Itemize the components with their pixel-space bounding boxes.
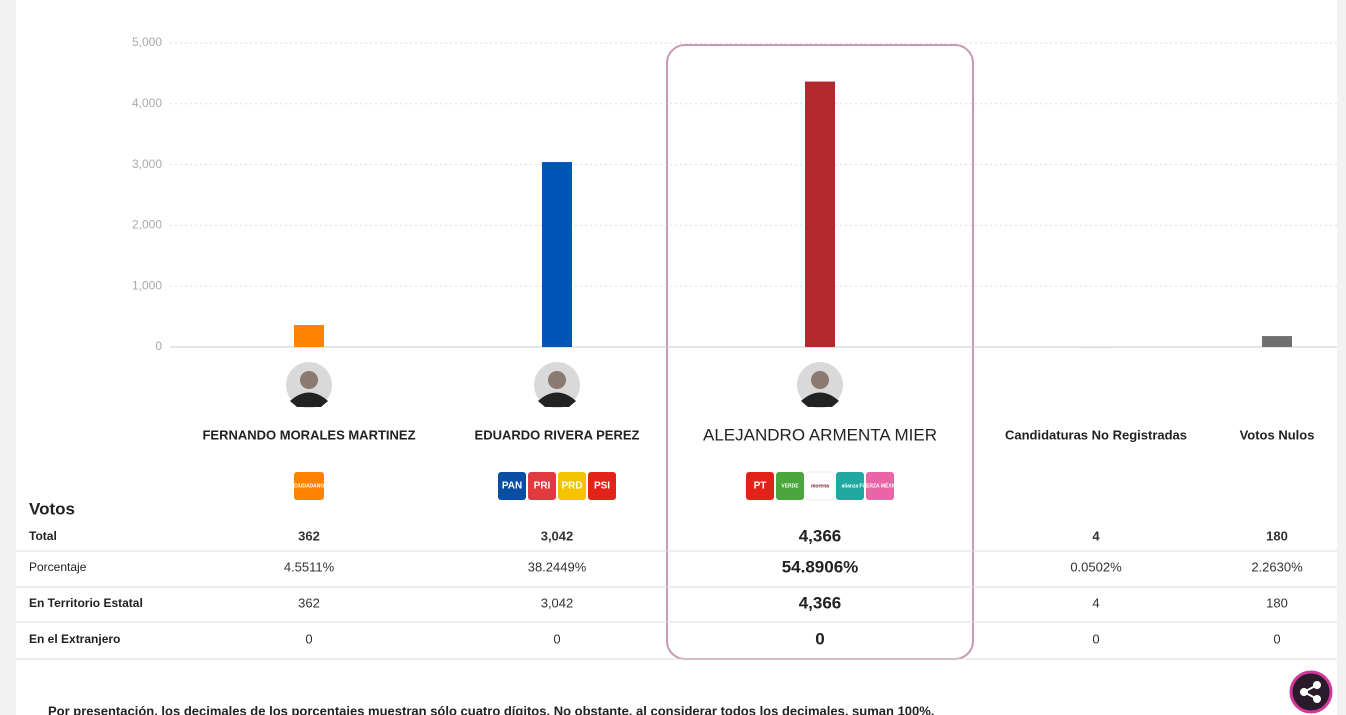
panel — [16, 0, 1337, 715]
row-label: En el Extranjero — [29, 632, 120, 646]
bar — [294, 324, 324, 347]
table-cell: 0 — [305, 631, 312, 646]
party-logo — [746, 472, 774, 500]
share-button[interactable] — [1285, 666, 1337, 715]
bar — [542, 162, 572, 347]
table-cell: 180 — [1266, 595, 1288, 610]
y-tick-label: 1,000 — [132, 278, 162, 292]
party-label: PRI — [534, 481, 551, 492]
y-tick-label: 4,000 — [132, 96, 162, 110]
y-tick-label: 2,000 — [132, 218, 162, 232]
party-logo — [558, 472, 586, 500]
candidate-name: FERNANDO MORALES MARTINEZ — [202, 427, 415, 442]
table-cell: 3,042 — [541, 595, 574, 610]
party-label: PAN — [502, 481, 522, 492]
table-cell: 4.5511% — [284, 559, 335, 574]
party-label: PRD — [561, 481, 582, 492]
party-logo — [776, 472, 804, 500]
party-label: VERDE — [781, 483, 799, 489]
table-cell: 0 — [1092, 631, 1099, 646]
table-cell: 180 — [1266, 528, 1288, 543]
candidate-name: Candidaturas No Registradas — [1005, 427, 1187, 442]
party-logo — [528, 472, 556, 500]
row-label: Porcentaje — [29, 560, 87, 574]
party-logo — [805, 471, 835, 501]
table-cell: 0 — [1273, 631, 1280, 646]
photo-head — [811, 371, 829, 389]
row-label: En Territorio Estatal — [29, 596, 143, 610]
table-cell: 3,042 — [541, 528, 574, 543]
candidate-name: Votos Nulos — [1240, 427, 1315, 442]
share-icon — [1300, 681, 1321, 703]
party-label: FUERZA MÉXICO — [859, 481, 900, 489]
photo-head — [300, 371, 318, 389]
table-cell: 0 — [815, 629, 824, 648]
table-title: Votos — [29, 499, 75, 518]
table-cell: 0.0502% — [1070, 559, 1122, 574]
y-tick-label: 3,000 — [132, 157, 162, 171]
table-cell: 54.8906% — [782, 557, 859, 576]
table-cell: 362 — [298, 595, 320, 610]
photo-body — [538, 392, 576, 407]
candidate-name: ALEJANDRO ARMENTA MIER — [703, 425, 937, 444]
table-cell: 4,366 — [799, 593, 842, 612]
party-logo — [498, 472, 526, 500]
photo-body — [801, 392, 839, 407]
party-logo — [588, 472, 616, 500]
bar — [805, 81, 835, 347]
bar — [1081, 346, 1111, 348]
party-label: alianza — [842, 483, 859, 489]
party-label: CIUDADANO — [294, 483, 325, 489]
party-logo — [866, 472, 894, 500]
y-tick-label: 5,000 — [132, 35, 162, 49]
table-cell: 0 — [553, 631, 560, 646]
table-cell: 4 — [1092, 528, 1100, 543]
party-logo — [836, 472, 864, 500]
table-cell: 2.2630% — [1251, 559, 1303, 574]
table-cell: 362 — [298, 528, 320, 543]
share-circle — [1289, 670, 1333, 714]
bar — [1262, 336, 1292, 347]
table-cell: 38.2449% — [528, 559, 587, 574]
party-label: PSI — [594, 481, 610, 492]
note: Por presentación, los decimales de los p… — [48, 703, 934, 715]
party-label: PT — [754, 481, 767, 492]
table-cell: 4,366 — [799, 526, 842, 545]
photo-body — [290, 392, 328, 407]
y-tick-label: 0 — [155, 339, 162, 353]
photo-head — [548, 371, 566, 389]
party-label: morena — [811, 483, 829, 489]
row-label: Total — [29, 529, 57, 543]
table-cell: 4 — [1092, 595, 1099, 610]
party-logo — [294, 472, 324, 500]
candidate-name: EDUARDO RIVERA PEREZ — [475, 427, 640, 442]
